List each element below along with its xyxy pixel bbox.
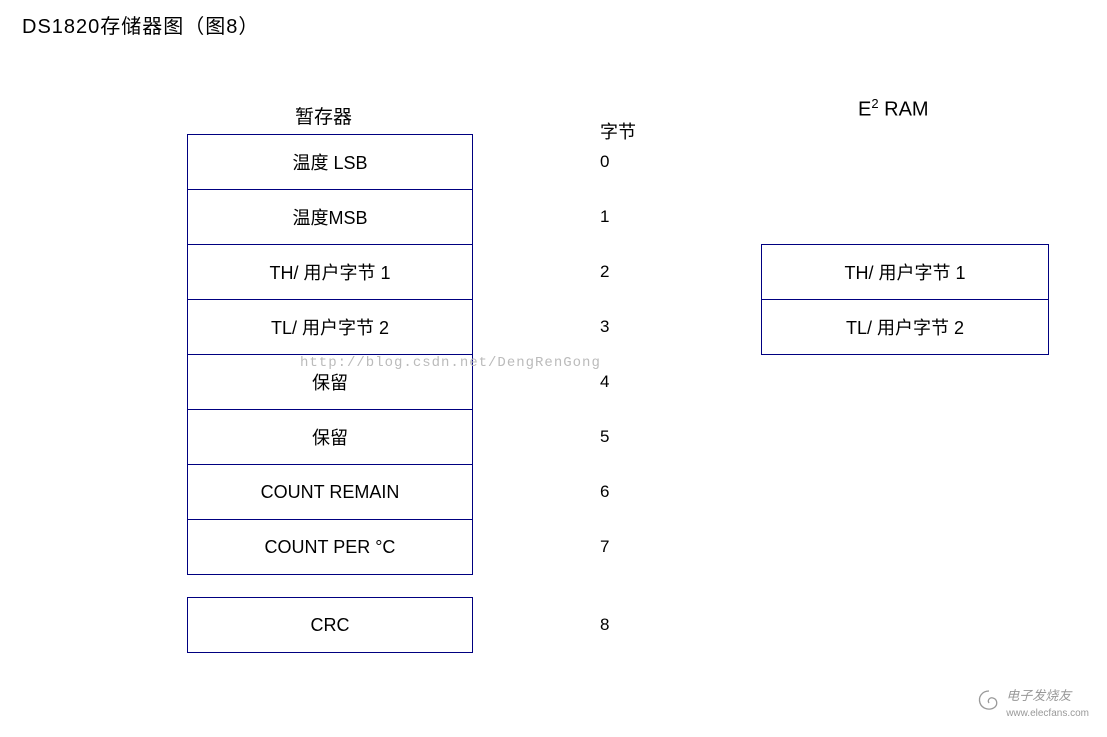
e2ram-pre: E [858, 99, 871, 121]
elecfans-logo-icon [976, 689, 1002, 715]
byte-1: 1 [600, 189, 609, 245]
scratchpad-column: 温度 LSB 温度MSB TH/ 用户字节 1 TL/ 用户字节 2 保留 保留… [187, 134, 473, 653]
cell-temp-msb: 温度MSB [187, 189, 473, 245]
byte-7: 7 [600, 519, 609, 575]
watermark-csdn: http://blog.csdn.net/DengRenGong [300, 355, 601, 371]
e2ram-cell-tl: TL/ 用户字节 2 [761, 299, 1049, 355]
e2ram-header: E2 RAM [858, 96, 929, 122]
cell-tl-user2: TL/ 用户字节 2 [187, 299, 473, 355]
watermark-elecfans-text: 电子发烧友 [1006, 688, 1071, 703]
byte-5: 5 [600, 409, 609, 465]
cell-reserved-2: 保留 [187, 409, 473, 465]
e2ram-cell-th: TH/ 用户字节 1 [761, 244, 1049, 300]
cell-temp-lsb: 温度 LSB [187, 134, 473, 190]
cell-th-user1: TH/ 用户字节 1 [187, 244, 473, 300]
byte-2: 2 [600, 244, 609, 300]
e2ram-post: RAM [879, 99, 929, 121]
byte-0: 0 [600, 134, 609, 190]
byte-8: 8 [600, 597, 609, 653]
e2ram-sup: 2 [871, 96, 878, 111]
diagram-title: DS1820存储器图（图8） [22, 10, 259, 39]
cell-count-remain: COUNT REMAIN [187, 464, 473, 520]
byte-6: 6 [600, 464, 609, 520]
scratchpad-header: 暂存器 [295, 102, 352, 129]
cell-crc: CRC [187, 597, 473, 653]
watermark-elecfans: 电子发烧友 www.elecfans.com [976, 685, 1089, 719]
watermark-elecfans-url: www.elecfans.com [1006, 708, 1089, 719]
byte-3: 3 [600, 299, 609, 355]
cell-count-per-c: COUNT PER °C [187, 519, 473, 575]
byte-number-column: 0 1 2 3 4 5 6 7 8 [600, 134, 609, 653]
byte-4: 4 [600, 354, 609, 410]
e2ram-column: TH/ 用户字节 1 TL/ 用户字节 2 [761, 244, 1049, 355]
